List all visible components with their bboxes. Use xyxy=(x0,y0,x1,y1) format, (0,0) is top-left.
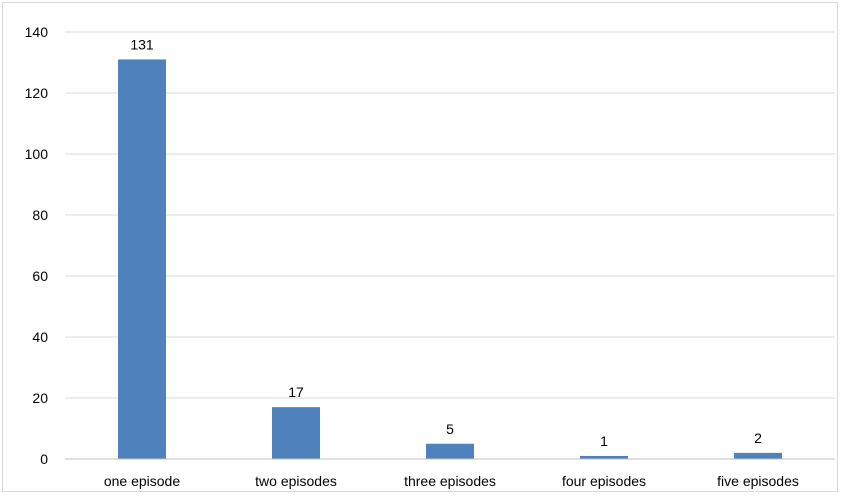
data-label: 1 xyxy=(600,433,608,449)
x-tick-label: five episodes xyxy=(717,473,799,489)
y-tick-label: 40 xyxy=(32,329,48,345)
bar xyxy=(426,443,474,459)
y-tick-label: 80 xyxy=(32,207,48,223)
x-tick-labels: one episode two episodes three episodes fou… xyxy=(104,473,799,489)
data-label: 17 xyxy=(288,384,304,400)
y-tick-label: 100 xyxy=(25,146,49,162)
data-label: 2 xyxy=(754,430,762,446)
x-tick-label: two episodes xyxy=(255,473,337,489)
data-label: 131 xyxy=(130,36,154,52)
data-labels: 131 17 5 1 2 xyxy=(130,36,762,449)
y-tick-labels: 0 20 40 60 80 100 120 140 xyxy=(25,24,49,467)
bar xyxy=(118,59,166,459)
y-tick-label: 0 xyxy=(40,451,48,467)
bar xyxy=(580,455,628,459)
bars xyxy=(118,59,782,459)
y-tick-label: 60 xyxy=(32,268,48,284)
x-tick-label: one episode xyxy=(104,473,181,489)
y-tick-label: 140 xyxy=(25,24,49,40)
bar xyxy=(734,452,782,459)
x-tick-label: three episodes xyxy=(404,473,496,489)
bar xyxy=(272,407,320,459)
y-tick-label: 20 xyxy=(32,390,48,406)
gridlines xyxy=(65,31,835,399)
y-tick-label: 120 xyxy=(25,85,49,101)
x-tick-label: four episodes xyxy=(562,473,646,489)
data-label: 5 xyxy=(446,421,454,437)
